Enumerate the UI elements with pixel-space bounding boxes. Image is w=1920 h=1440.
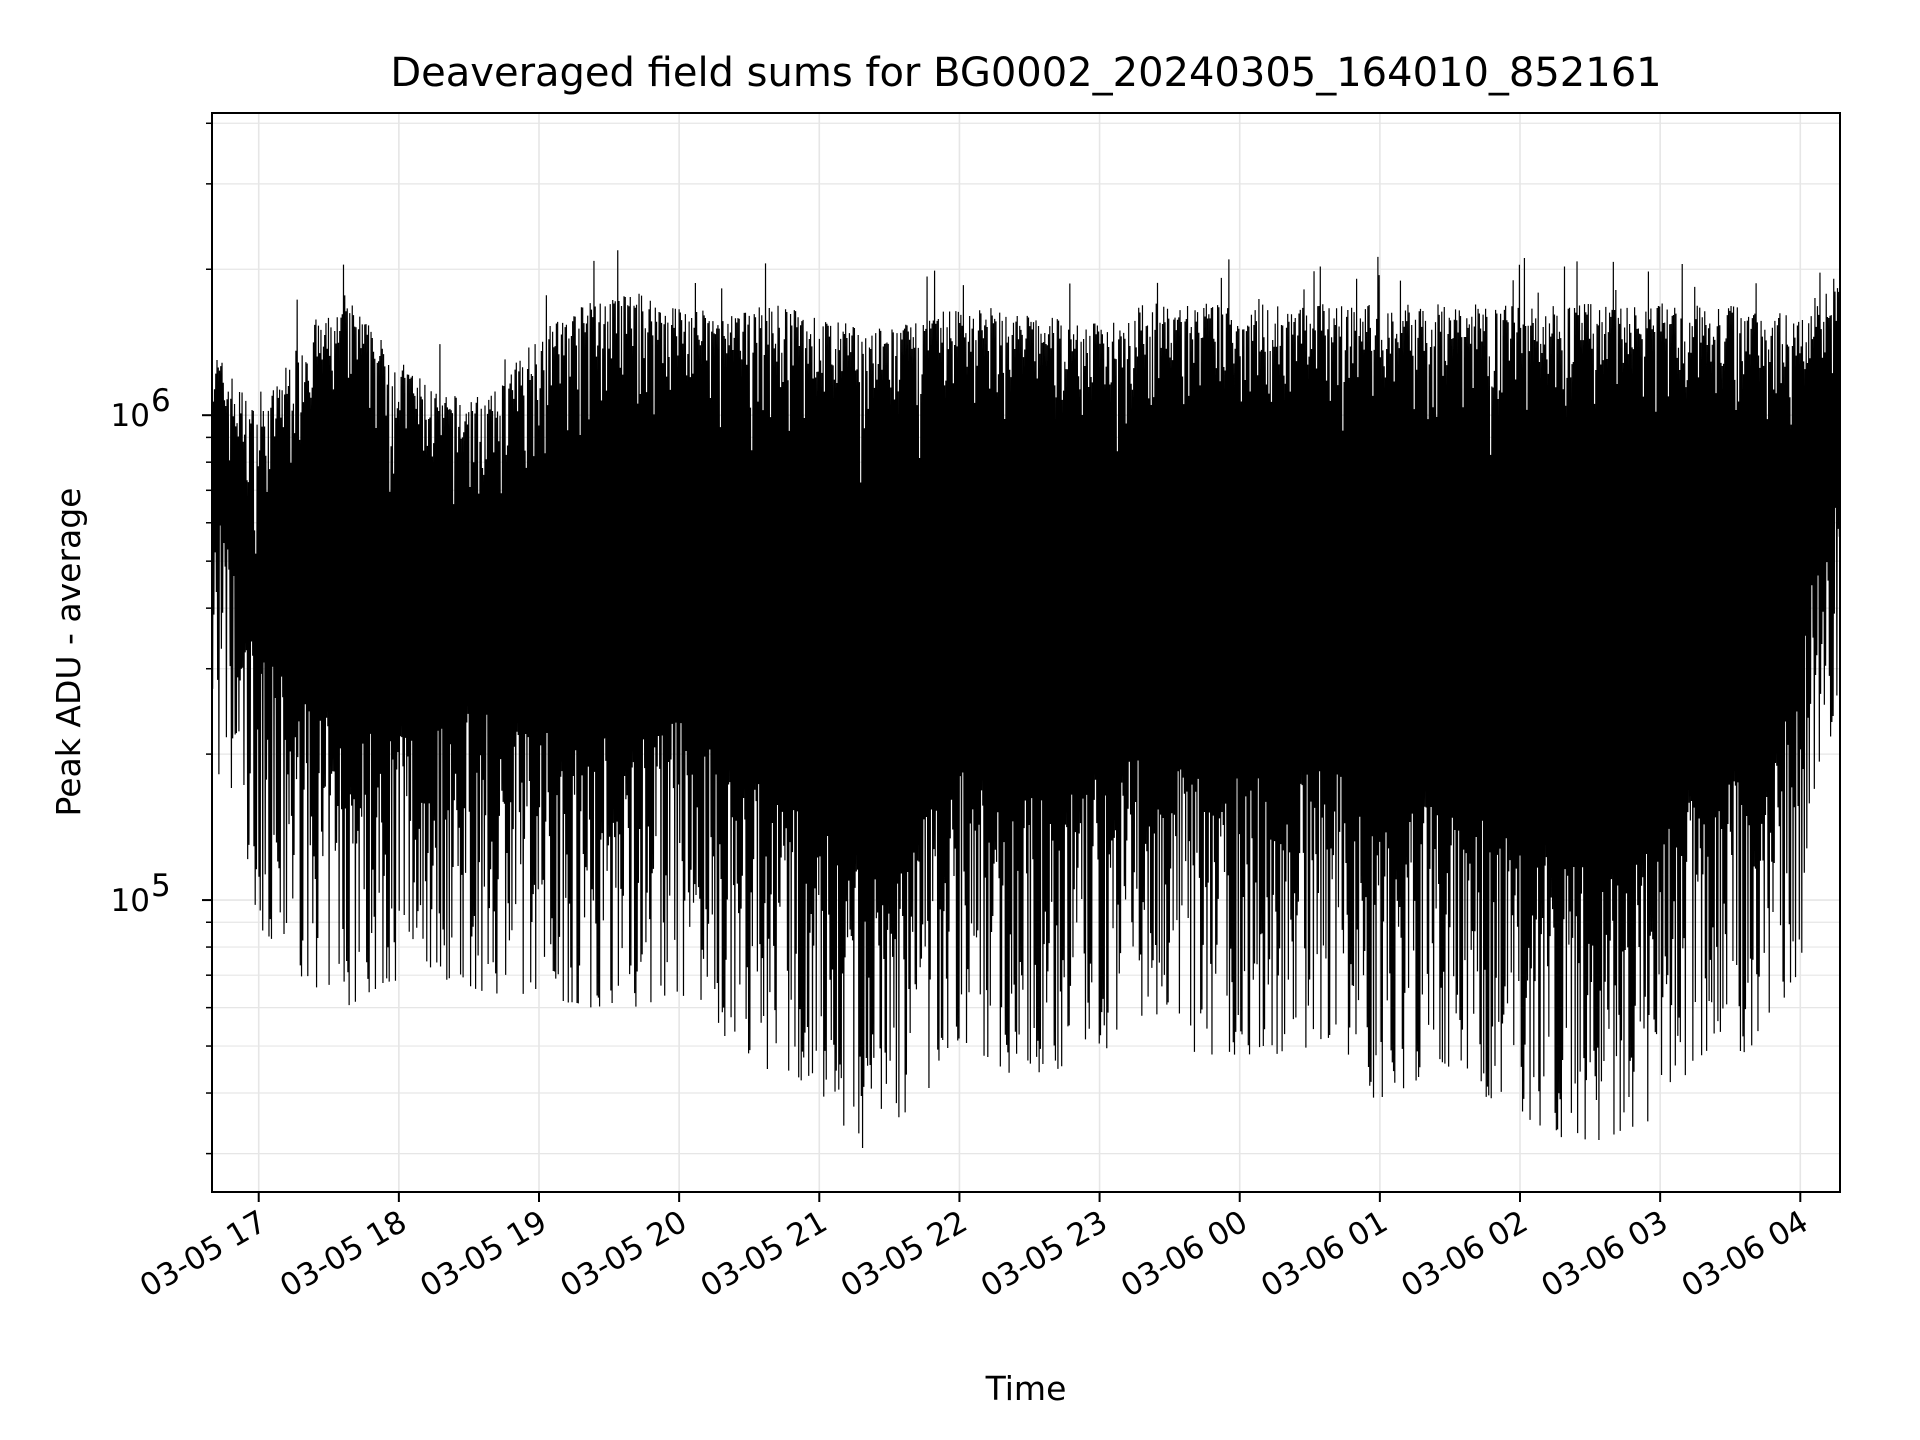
x-tick-label: 03-05 18: [274, 1204, 413, 1305]
series-layer: [211, 250, 1841, 1148]
x-tick-label: 03-05 22: [835, 1204, 974, 1305]
chart-title: Deaveraged field sums for BG0002_2024030…: [390, 50, 1661, 96]
y-tick-label: 10: [111, 398, 150, 434]
x-tick-label: 03-06 00: [1115, 1204, 1254, 1305]
x-tick-label: 03-06 01: [1255, 1204, 1394, 1305]
x-tick-label: 03-05 21: [695, 1204, 834, 1305]
x-tick-label: 03-05 19: [414, 1204, 553, 1305]
plot-frame: [211, 112, 1841, 1193]
x-tick-label: 03-06 02: [1395, 1204, 1534, 1305]
x-axis: 03-05 17 03-05 18 03-05 19 03-05 20 03-05 21…: [134, 1192, 1814, 1305]
x-tick-label: 03-06 04: [1676, 1204, 1815, 1305]
series-line-0: [211, 250, 1841, 1148]
x-tick-label: 03-05 23: [975, 1204, 1114, 1305]
y-tick-exponent: 5: [151, 868, 171, 904]
y-axis-label: Peak ADU - average: [49, 488, 88, 817]
y-tick-exponent: 6: [151, 383, 171, 419]
x-tick-label: 03-06 03: [1535, 1204, 1674, 1305]
x-axis-label: Time: [985, 1369, 1067, 1408]
x-tick-label: 03-05 17: [134, 1204, 273, 1305]
x-tick-label: 03-05 20: [554, 1204, 693, 1305]
y-tick-label: 10: [111, 883, 150, 919]
